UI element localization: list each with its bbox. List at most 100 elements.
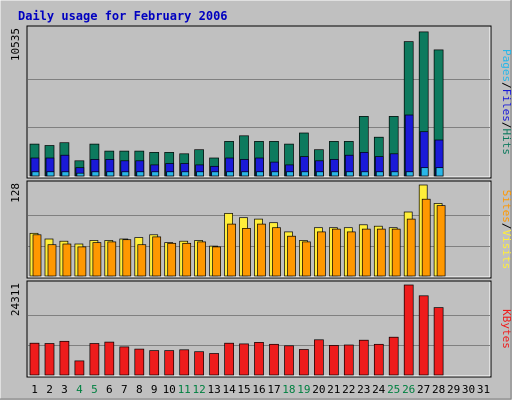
bar-pages-day-22 (345, 171, 354, 177)
y-max-label-hits: 10535 (9, 28, 22, 61)
bar-sites-day-5 (92, 242, 102, 277)
legend-label-visits: Sites/Visits (500, 190, 512, 270)
bar-sites-day-1 (32, 234, 42, 277)
x-tick-27: 27 (417, 383, 430, 396)
x-tick-15: 15 (237, 383, 250, 396)
bar-pages-day-17 (271, 171, 279, 177)
bar-pages-day-15 (241, 171, 249, 177)
bar-kbytes-day-5 (89, 343, 100, 376)
bar-pages-day-3 (61, 171, 70, 177)
bar-kbytes-day-24 (373, 343, 384, 376)
panel-visits: 128 Sites/Visits (9, 180, 512, 279)
x-tick-labels: 1 2 3 4 5 6 7 8 9 10 11 12 13 14 15 16 17 18 19 20 21 22 23 24 2… (31, 383, 490, 396)
bar-pages-day-28 (435, 167, 444, 177)
chart-title: Daily usage for February 2006 (18, 9, 228, 23)
bar-sites-day-2 (47, 244, 57, 277)
legend-part: Pages (500, 49, 512, 82)
x-tick-5: 5 (91, 383, 98, 396)
legend-part: / (500, 82, 512, 89)
x-tick-25: 25 (387, 383, 400, 396)
bar-pages-day-12 (196, 171, 204, 177)
bar-pages-day-24 (375, 171, 384, 177)
x-tick-14: 14 (222, 383, 236, 396)
x-tick-9: 9 (151, 383, 158, 396)
legend-part: KBytes (500, 309, 512, 349)
x-tick-19: 19 (297, 383, 310, 396)
bar-pages-day-16 (256, 171, 264, 177)
x-tick-2: 2 (46, 383, 53, 396)
bar-sites-day-8 (137, 244, 147, 277)
bar-pages-day-5 (91, 171, 100, 177)
bar-pages-day-10 (166, 171, 175, 177)
x-tick-18: 18 (282, 383, 295, 396)
bar-sites-day-17 (272, 227, 281, 277)
panel-kbytes: 24311 KBytes (9, 280, 512, 378)
x-tick-20: 20 (312, 383, 325, 396)
x-tick-24: 24 (372, 383, 386, 396)
bar-pages-day-26 (405, 171, 414, 177)
x-tick-6: 6 (106, 383, 113, 396)
x-tick-10: 10 (163, 383, 176, 396)
x-tick-12: 12 (192, 383, 205, 396)
bar-sites-day-24 (376, 228, 386, 277)
bar-kbytes-day-16 (254, 342, 264, 376)
bar-sites-day-19 (302, 241, 311, 277)
bar-kbytes-day-12 (194, 351, 204, 376)
bar-sites-day-14 (227, 223, 236, 277)
legend-part: / (500, 223, 512, 230)
bar-sites-day-12 (197, 241, 206, 277)
bar-pages-day-9 (151, 171, 160, 177)
bar-sites-day-11 (182, 242, 192, 277)
bar-pages-day-25 (390, 171, 399, 177)
bar-pages-day-21 (331, 171, 339, 177)
bar-kbytes-day-28 (433, 307, 444, 376)
bar-kbytes-day-22 (343, 344, 354, 376)
bar-sites-day-10 (167, 242, 177, 277)
bar-sites-day-7 (122, 239, 132, 277)
legend-part: Hits (500, 129, 512, 156)
bar-pages-day-11 (181, 171, 190, 177)
bar-kbytes-day-3 (59, 340, 70, 376)
bar-pages-day-7 (121, 171, 130, 177)
bar-pages-day-14 (226, 171, 234, 177)
bar-sites-day-18 (287, 235, 296, 277)
bar-kbytes-day-1 (29, 342, 40, 376)
x-tick-28: 28 (432, 383, 445, 396)
bar-kbytes-day-26 (403, 284, 414, 376)
bar-sites-day-4 (77, 246, 87, 277)
x-tick-30: 30 (462, 383, 475, 396)
bar-sites-day-20 (317, 231, 326, 277)
bar-kbytes-day-7 (119, 346, 130, 376)
legend-part: Sites (500, 190, 512, 223)
bar-kbytes-day-20 (314, 339, 324, 376)
bar-kbytes-day-27 (418, 295, 429, 376)
y-max-label-kbytes: 24311 (9, 283, 22, 316)
x-tick-3: 3 (61, 383, 68, 396)
bar-pages-day-20 (316, 171, 324, 177)
x-tick-23: 23 (357, 383, 370, 396)
bar-pages-day-1 (31, 171, 40, 177)
bar-kbytes-day-23 (358, 339, 369, 376)
bar-pages-day-13 (211, 171, 219, 177)
x-tick-29: 29 (447, 383, 460, 396)
bar-sites-day-25 (391, 228, 401, 277)
bar-kbytes-day-14 (224, 342, 234, 376)
bar-kbytes-day-19 (299, 349, 309, 376)
bar-pages-day-8 (136, 171, 145, 177)
bar-kbytes-day-13 (209, 353, 219, 376)
bar-sites-day-15 (242, 228, 251, 277)
legend-label-hits: Pages/Files/Hits (500, 49, 512, 155)
bar-pages-day-4 (76, 172, 85, 177)
bar-sites-day-13 (212, 246, 221, 277)
bar-kbytes-day-10 (164, 350, 175, 376)
bar-kbytes-day-17 (269, 343, 279, 376)
bar-pages-day-6 (106, 171, 115, 177)
legend-part: / (500, 122, 512, 129)
x-tick-7: 7 (121, 383, 128, 396)
bar-kbytes-day-6 (104, 341, 115, 376)
x-tick-13: 13 (207, 383, 220, 396)
x-tick-8: 8 (136, 383, 143, 396)
